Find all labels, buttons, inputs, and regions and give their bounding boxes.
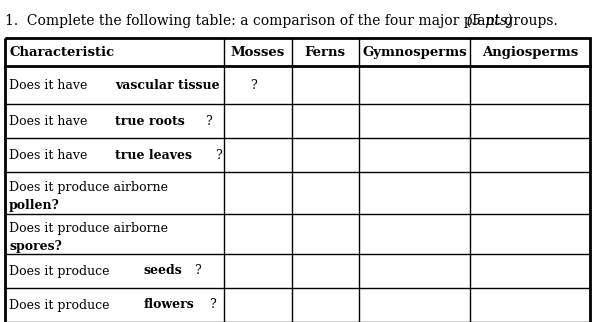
Text: flowers: flowers [144, 298, 195, 311]
Text: ?: ? [250, 79, 257, 91]
Text: Does it have: Does it have [9, 115, 91, 128]
Text: vascular tissue: vascular tissue [115, 79, 220, 91]
Text: 1.  Complete the following table: a comparison of the four major plant groups.: 1. Complete the following table: a compa… [5, 14, 558, 28]
Text: Does it produce airborne: Does it produce airborne [9, 181, 168, 194]
Text: spores?: spores? [9, 240, 62, 253]
Text: Does it produce airborne: Does it produce airborne [9, 222, 168, 235]
Text: Gymnosperms: Gymnosperms [362, 45, 467, 59]
Text: ?: ? [194, 264, 201, 278]
Text: ?: ? [209, 298, 216, 311]
Text: ?: ? [206, 115, 212, 128]
Text: Ferns: Ferns [305, 45, 346, 59]
Text: Does it produce: Does it produce [9, 298, 114, 311]
Text: Angiosperms: Angiosperms [482, 45, 578, 59]
Text: true roots: true roots [115, 115, 185, 128]
Text: (5 pts): (5 pts) [458, 14, 513, 28]
Text: Does it have: Does it have [9, 79, 91, 91]
Text: Mosses: Mosses [231, 45, 285, 59]
Text: true leaves: true leaves [115, 148, 192, 162]
Text: Does it produce: Does it produce [9, 264, 114, 278]
Text: ?: ? [215, 148, 221, 162]
Text: Does it have: Does it have [9, 148, 91, 162]
Text: pollen?: pollen? [9, 199, 59, 213]
Text: Characteristic: Characteristic [9, 45, 114, 59]
Text: seeds: seeds [144, 264, 183, 278]
